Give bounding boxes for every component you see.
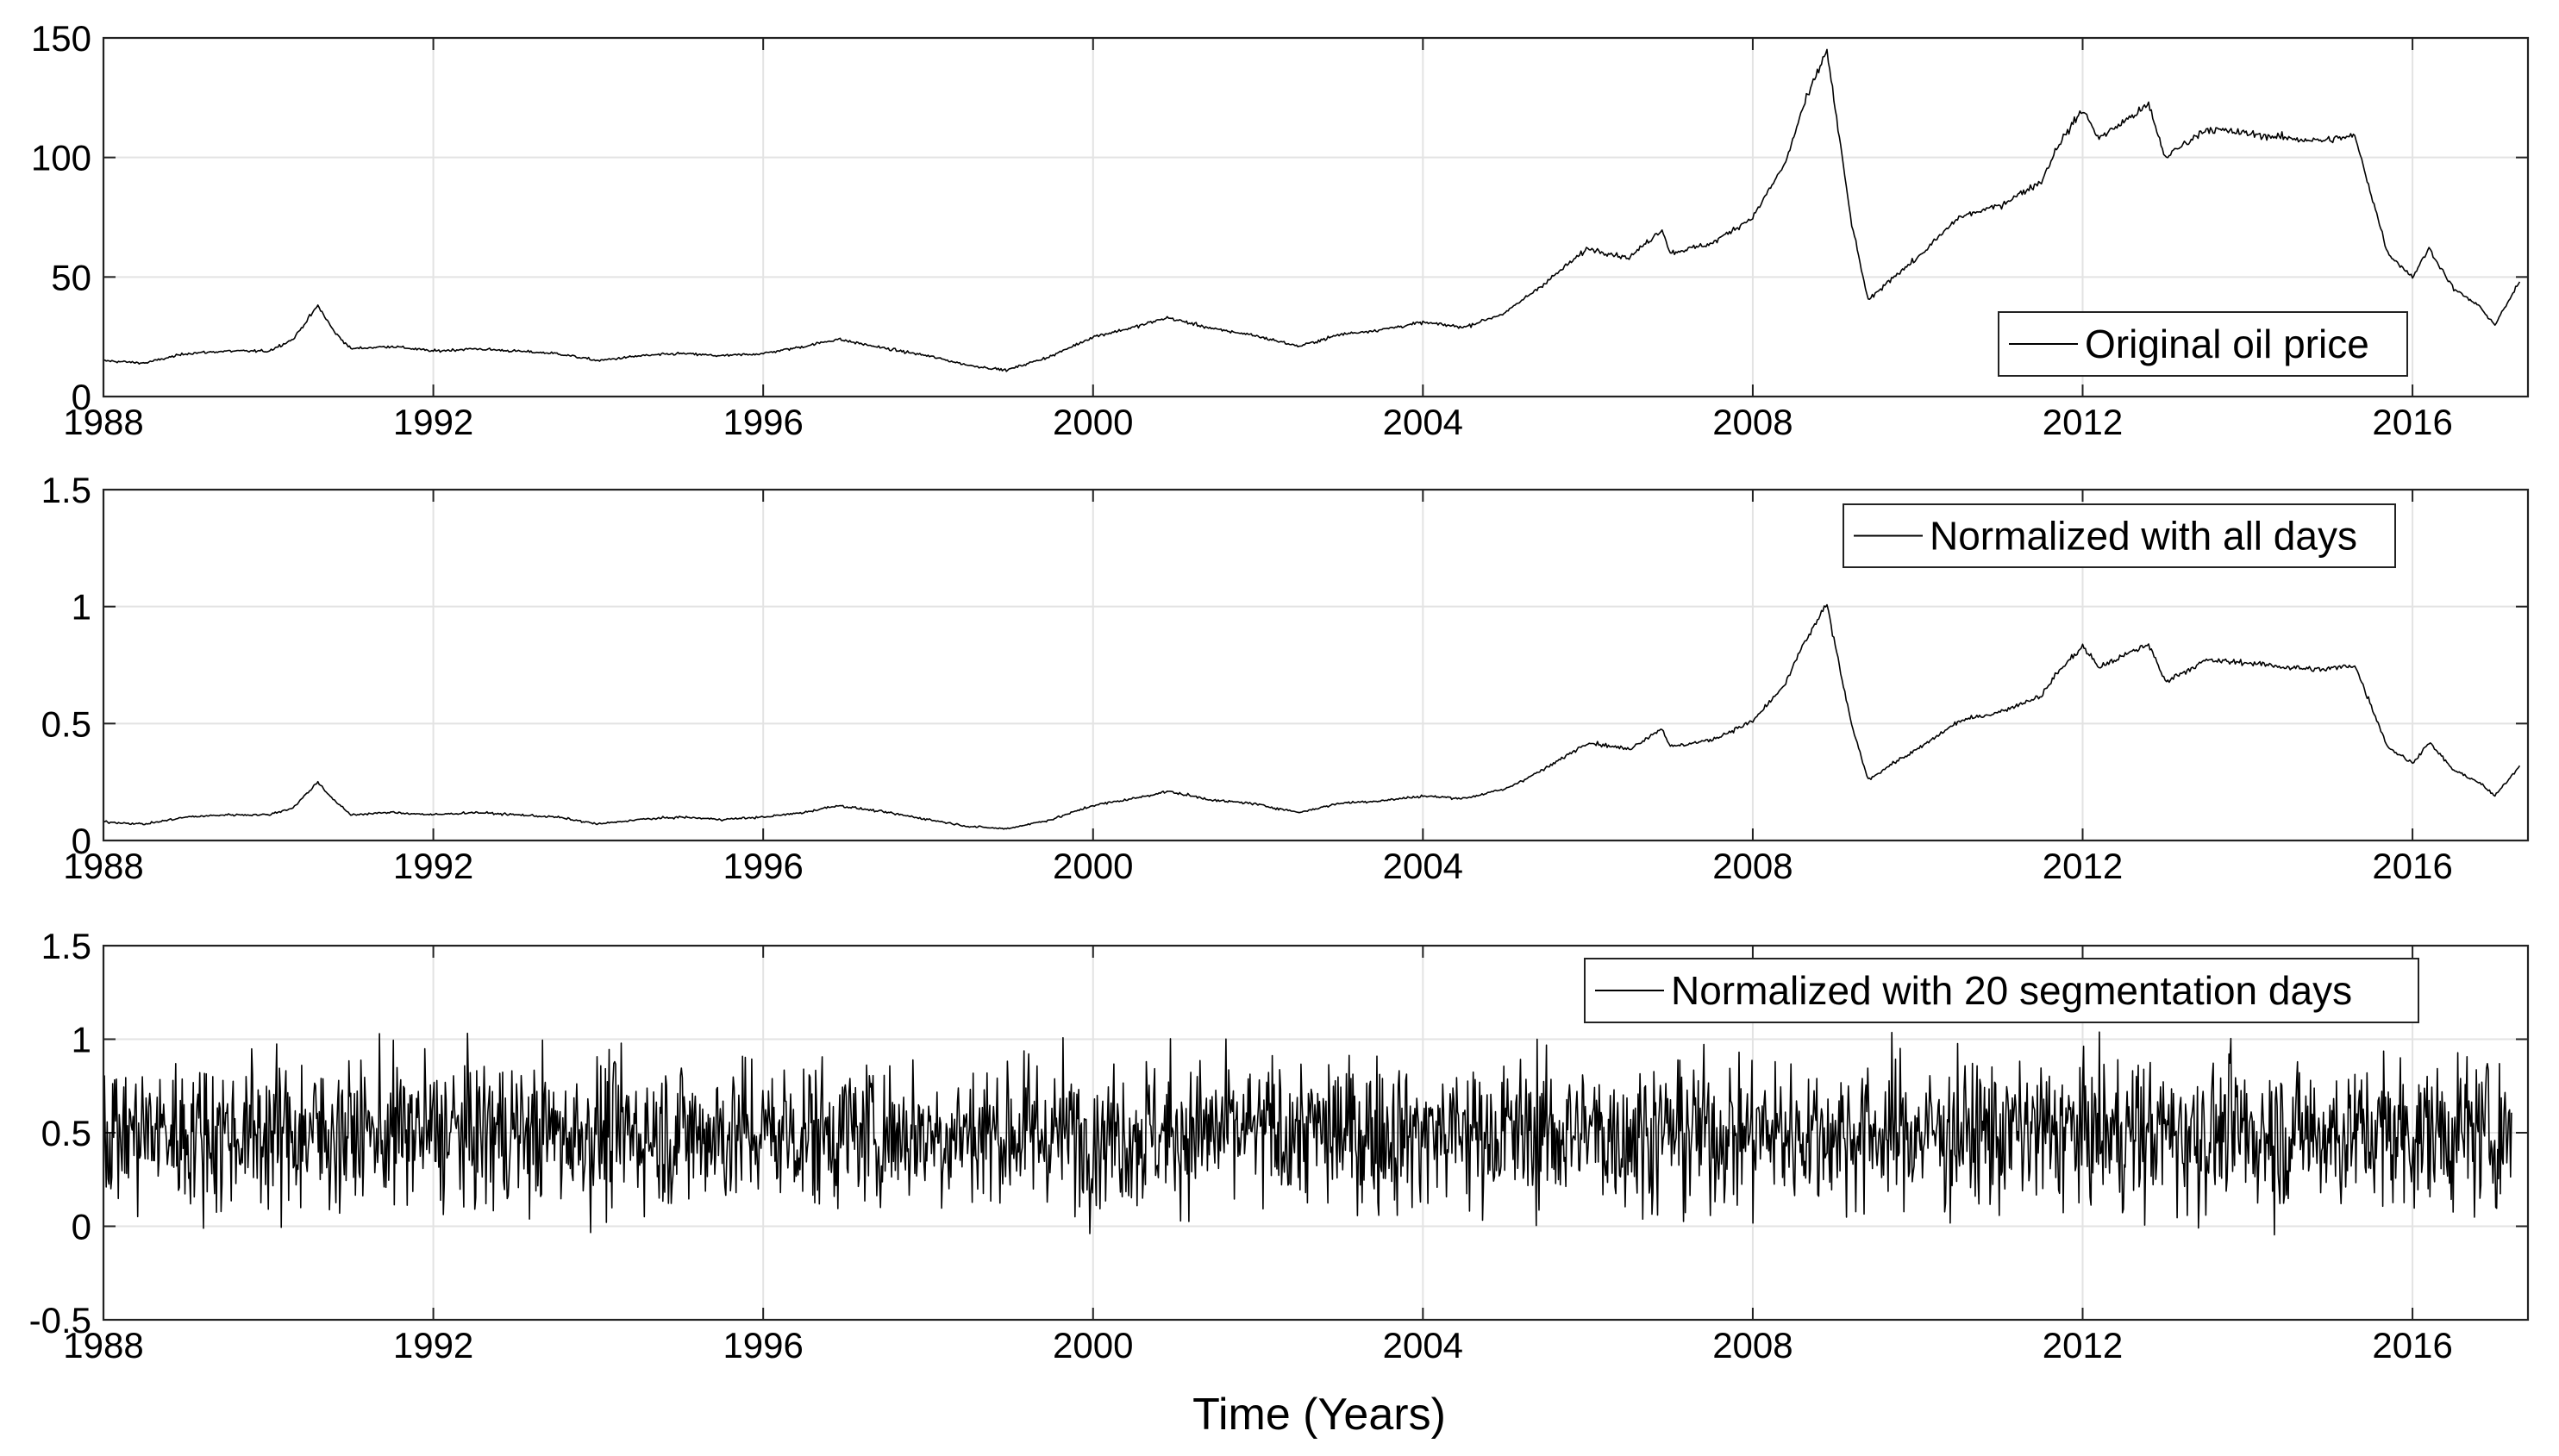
x-tick-label: 2016 [2372,846,2452,886]
x-tick-label: 2000 [1053,1325,1133,1365]
y-tick-label: 0 [72,377,91,417]
axes-frame [102,944,2530,1322]
y-tick-label: 0 [72,821,91,861]
x-tick-label: 2016 [2372,1325,2452,1365]
legend-box [1843,503,2396,568]
axes-frame [102,488,2530,842]
y-tick-label: 1 [72,587,91,628]
x-tick-label: 2012 [2043,846,2123,886]
x-tick-label: 1996 [723,402,803,442]
panel-original-oil-price: 1988 1992 1996 2000 2004 2008 2012 2016 0 50 100 15… [31,18,2530,442]
legend-label: Normalized with 20 segmentation days [1671,968,2352,1013]
x-tick-label: 2000 [1053,402,1133,442]
x-tick-label: 2012 [2043,402,2123,442]
x-tick-label: 2008 [1712,402,1793,442]
x-tick-label: 2004 [1383,1325,1463,1365]
legend: Normalized with all days [1843,503,2396,568]
series-line [103,48,2521,372]
y-tick-label: 1.5 [41,470,91,510]
y-tick-label: -0.5 [29,1300,91,1340]
x-tick-label: 2004 [1383,846,1463,886]
x-tick-label: 1992 [393,846,473,886]
legend: Original oil price [1998,311,2408,377]
panel-normalized-all-days: 1988 1992 1996 2000 2004 2008 2012 2016 0 0.5 1 1.5… [41,470,2530,886]
axes-frame [102,36,2530,398]
x-tick-label: 1996 [723,1325,803,1365]
y-tick-label: 0.5 [41,1113,91,1153]
y-tick-label: 1 [72,1020,91,1060]
x-tick-label: 1992 [393,1325,473,1365]
legend-label: Normalized with all days [1930,514,2357,559]
y-tick-label: 1.5 [41,926,91,966]
x-tick-label: 1992 [393,402,473,442]
x-tick-label: 1988 [63,846,143,886]
legend-box [1584,958,2419,1023]
x-axis-label: Time (Years) [1192,1390,1446,1440]
series-line [103,603,2521,830]
x-tick-label: 2004 [1383,402,1463,442]
x-tick-label: 1996 [723,846,803,886]
x-tick-label: 1988 [63,1325,143,1365]
x-tick-label: 1988 [63,402,143,442]
x-tick-label: 2012 [2043,1325,2123,1365]
x-tick-label: 2016 [2372,402,2452,442]
y-tick-label: 50 [51,257,91,297]
legend-label: Original oil price [2085,322,2369,366]
series-line [103,1031,2512,1236]
x-tick-label: 2008 [1712,846,1793,886]
y-tick-label: 100 [31,138,91,178]
panel-normalized-20-days: 1988 1992 1996 2000 2004 2008 2012 2016 -0.5 0 0.5… [29,926,2530,1365]
x-tick-label: 2008 [1712,1325,1793,1365]
y-tick-label: 0.5 [41,703,91,744]
y-tick-label: 150 [31,18,91,59]
legend: Normalized with 20 segmentation days [1584,958,2419,1023]
x-tick-label: 2000 [1053,846,1133,886]
y-tick-label: 0 [72,1207,91,1247]
